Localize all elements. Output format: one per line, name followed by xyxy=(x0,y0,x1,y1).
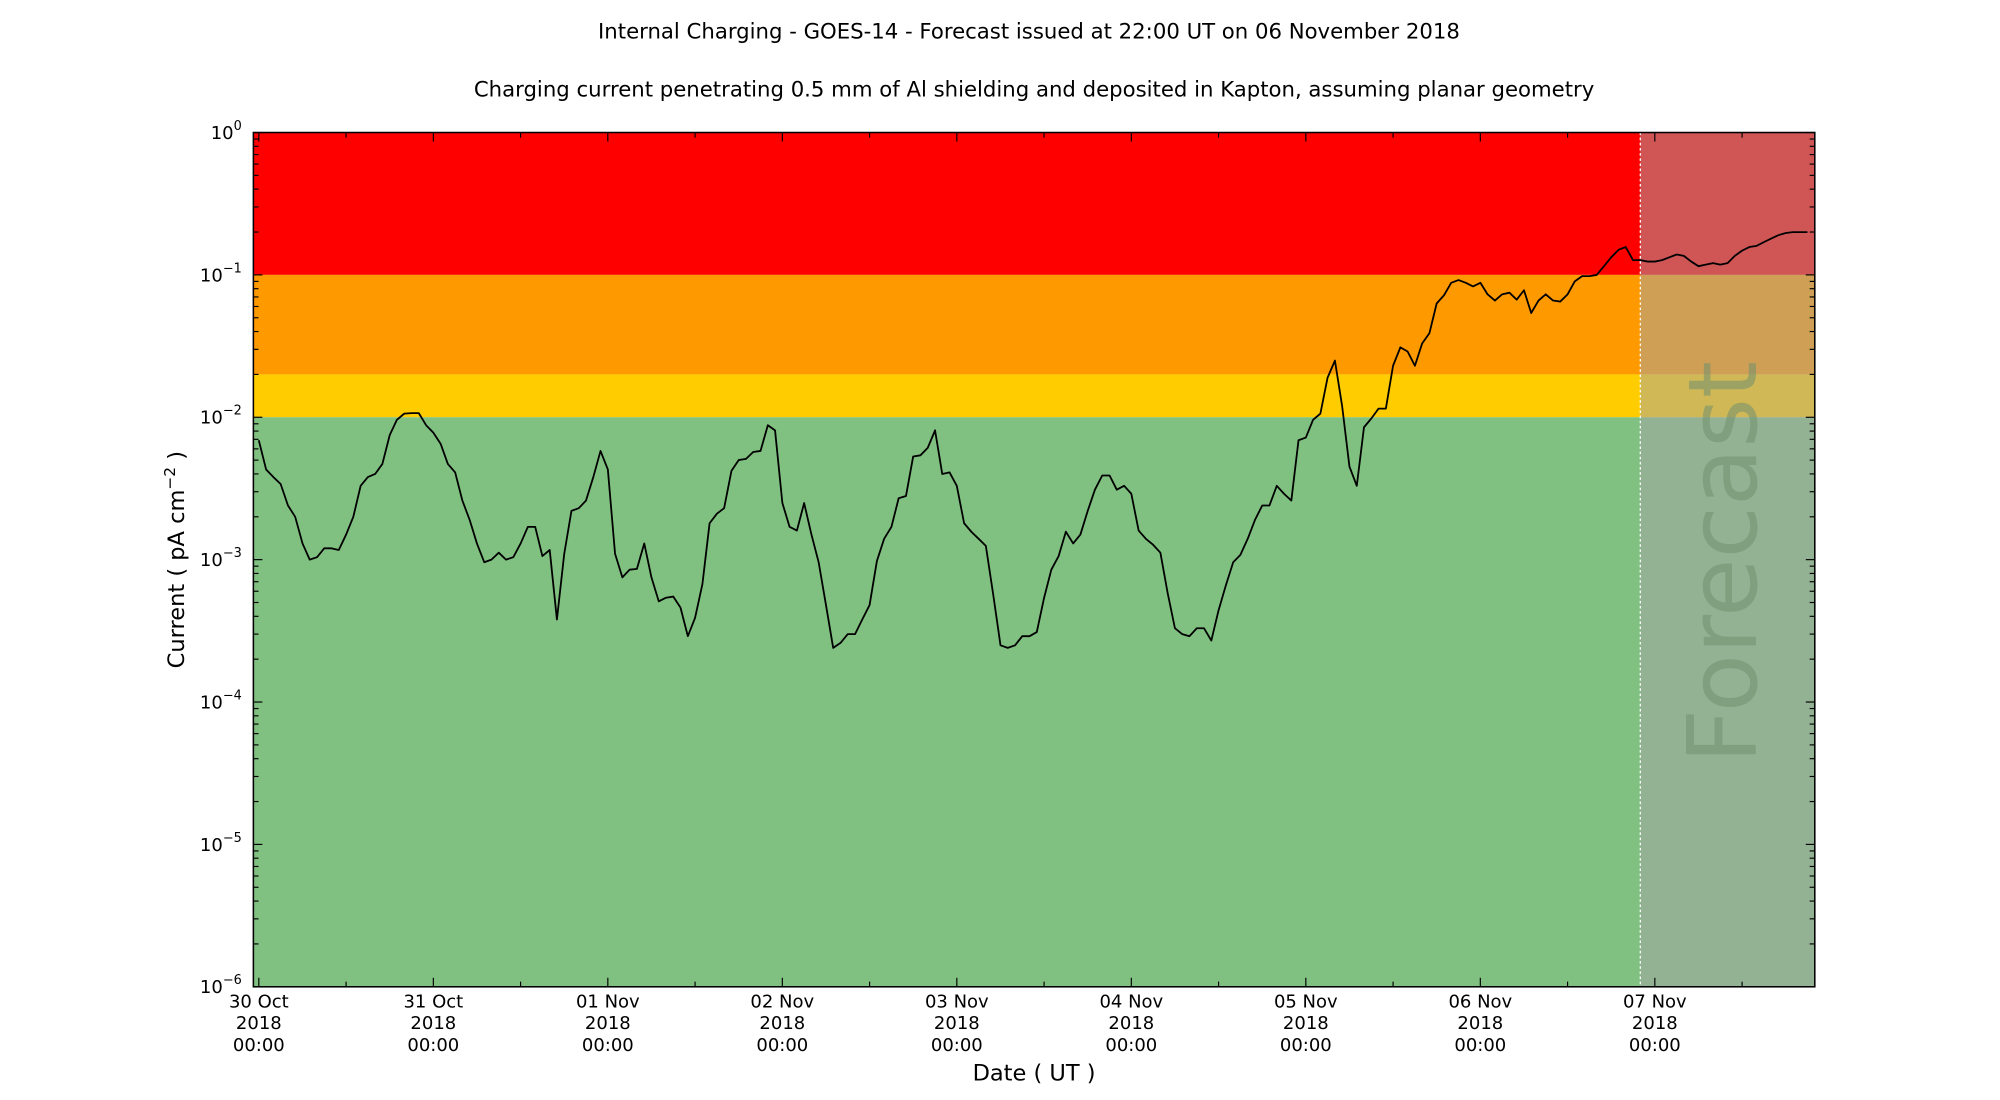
y-tick-base: 10 xyxy=(211,123,234,144)
x-tick-label-line: 04 Nov xyxy=(1099,991,1163,1012)
x-tick-label-line: 2018 xyxy=(759,1013,805,1034)
y-tick-label: 100 xyxy=(211,119,242,144)
y-tick-label: 10−3 xyxy=(200,546,242,571)
x-tick-label-line: 2018 xyxy=(410,1013,456,1034)
x-tick-label-line: 31 Oct xyxy=(403,991,463,1012)
threshold-band xyxy=(253,132,1815,275)
forecast-region xyxy=(1639,132,1815,987)
axis-ticks xyxy=(253,131,1815,988)
x-tick-label-line: 07 Nov xyxy=(1623,991,1687,1012)
x-tick-label-line: 2018 xyxy=(1108,1013,1154,1034)
y-axis-label-text: Current ( pA cm xyxy=(164,490,190,669)
x-tick-label-line: 02 Nov xyxy=(750,991,814,1012)
x-tick-label: 07 Nov 2018 00:00 xyxy=(1623,991,1687,1056)
chart-subtitle: Charging current penetrating 0.5 mm of A… xyxy=(474,77,1594,102)
x-tick-label-line: 06 Nov xyxy=(1448,991,1512,1012)
x-tick-label-line: 00:00 xyxy=(1454,1035,1506,1056)
x-tick-label-line: 00:00 xyxy=(1629,1035,1681,1056)
y-tick-base: 10 xyxy=(200,692,223,713)
y-tick-label: 10−5 xyxy=(200,831,242,856)
x-tick-label-line: 2018 xyxy=(1283,1013,1329,1034)
y-axis-label-close: ) xyxy=(164,451,190,467)
y-tick-exponent: −4 xyxy=(223,688,242,703)
x-tick-label-line: 2018 xyxy=(1632,1013,1678,1034)
x-tick-label: 31 Oct 2018 00:00 xyxy=(403,991,463,1056)
x-tick-label-line: 2018 xyxy=(236,1013,282,1034)
y-tick-exponent: −5 xyxy=(223,831,242,846)
x-tick-label: 04 Nov 2018 00:00 xyxy=(1099,991,1163,1056)
x-tick-label-line: 01 Nov xyxy=(576,991,640,1012)
x-tick-label-line: 00:00 xyxy=(1280,1035,1332,1056)
x-tick-label: 05 Nov 2018 00:00 xyxy=(1274,991,1338,1056)
y-axis-label-superscript: −2 xyxy=(161,467,179,490)
y-tick-base: 10 xyxy=(200,977,223,998)
x-tick-label: 02 Nov 2018 00:00 xyxy=(750,991,814,1056)
y-tick-label: 10−1 xyxy=(200,261,242,286)
threshold-band xyxy=(253,374,1815,418)
y-tick-exponent: 0 xyxy=(234,119,242,134)
chart-title: Internal Charging - GOES-14 - Forecast i… xyxy=(598,20,1460,45)
x-tick-label-line: 03 Nov xyxy=(925,991,989,1012)
threshold-band xyxy=(253,417,1815,987)
series-line xyxy=(257,231,1808,649)
x-tick-label-line: 00:00 xyxy=(233,1035,285,1056)
x-tick-label-line: 2018 xyxy=(934,1013,980,1034)
x-tick-label-line: 00:00 xyxy=(756,1035,808,1056)
x-tick-label-line: 05 Nov xyxy=(1274,991,1338,1012)
y-tick-base: 10 xyxy=(200,835,223,856)
x-tick-label: 30 Oct 2018 00:00 xyxy=(229,991,289,1056)
y-tick-exponent: −6 xyxy=(223,973,242,988)
x-tick-label-line: 00:00 xyxy=(407,1035,459,1056)
x-tick-label: 06 Nov 2018 00:00 xyxy=(1448,991,1512,1056)
y-tick-exponent: −1 xyxy=(223,261,242,276)
y-tick-base: 10 xyxy=(200,408,223,429)
y-tick-exponent: −3 xyxy=(223,546,242,561)
x-axis-label: Date ( UT ) xyxy=(973,1061,1096,1087)
x-tick-label-line: 00:00 xyxy=(582,1035,634,1056)
x-tick-label-line: 00:00 xyxy=(1105,1035,1157,1056)
forecast-label: Forecast xyxy=(1669,361,1779,764)
y-tick-exponent: −2 xyxy=(223,404,242,419)
forecast-shade xyxy=(1640,132,1815,987)
y-tick-label: 10−6 xyxy=(200,973,242,998)
y-tick-base: 10 xyxy=(200,265,223,286)
plot-frame xyxy=(252,131,1816,988)
y-tick-label: 10−2 xyxy=(200,404,242,429)
threshold-bands xyxy=(253,132,1815,987)
x-tick-label-line: 00:00 xyxy=(931,1035,983,1056)
y-tick-label: 10−4 xyxy=(200,688,242,713)
y-tick-base: 10 xyxy=(200,550,223,571)
x-tick-label-line: 2018 xyxy=(585,1013,631,1034)
data-series xyxy=(257,231,1808,649)
x-tick-label-line: 30 Oct xyxy=(229,991,289,1012)
y-axis-label: Current ( pA cm−2 ) xyxy=(161,451,190,668)
x-tick-label: 03 Nov 2018 00:00 xyxy=(925,991,989,1056)
x-tick-label: 01 Nov 2018 00:00 xyxy=(576,991,640,1056)
threshold-band xyxy=(253,274,1815,375)
x-tick-label-line: 2018 xyxy=(1457,1013,1503,1034)
